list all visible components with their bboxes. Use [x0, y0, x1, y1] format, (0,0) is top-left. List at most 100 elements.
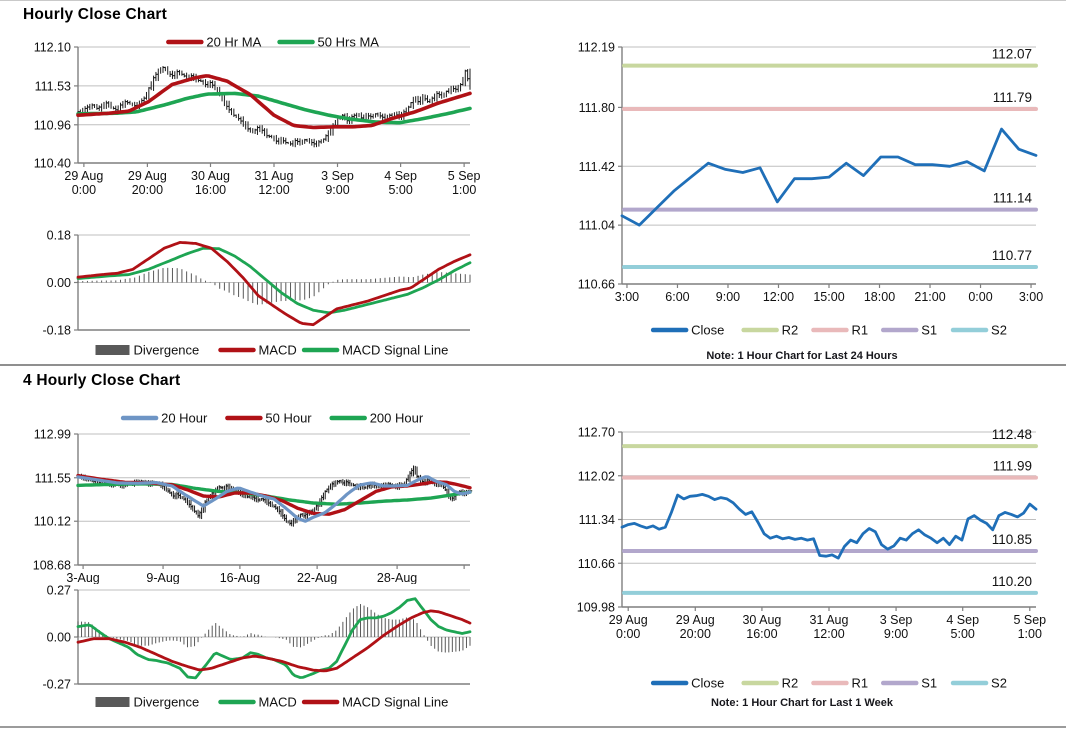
- svg-text:MACD: MACD: [259, 343, 297, 358]
- svg-text:0.18: 0.18: [47, 229, 71, 243]
- svg-text:3:00: 3:00: [1019, 290, 1043, 304]
- svg-text:110.40: 110.40: [34, 157, 71, 171]
- svg-text:-0.18: -0.18: [43, 324, 72, 338]
- hourly-chart-note: Note: 1 Hour Chart for Last 24 Hours: [706, 350, 898, 362]
- svg-text:20 Hour: 20 Hour: [161, 411, 208, 426]
- svg-text:110.85: 110.85: [992, 532, 1032, 547]
- svg-text:110.20: 110.20: [992, 574, 1032, 589]
- svg-text:9:00: 9:00: [716, 290, 740, 304]
- svg-text:3-Aug: 3-Aug: [66, 571, 99, 584]
- svg-text:1:00: 1:00: [452, 183, 476, 197]
- svg-text:0.27: 0.27: [47, 584, 71, 598]
- svg-text:50 Hour: 50 Hour: [265, 411, 312, 426]
- svg-text:1:00: 1:00: [1018, 627, 1042, 641]
- svg-text:Divergence: Divergence: [134, 695, 200, 710]
- section-divider: [0, 364, 1066, 366]
- weekly-support-resistance-chart: 112.70 112.02 111.34 110.66 109.98 29 Aug 0:00…: [538, 402, 1066, 712]
- svg-text:-0.27: -0.27: [43, 678, 72, 692]
- svg-text:12:00: 12:00: [813, 627, 844, 641]
- four-hourly-price-chart: 112.99 111.55 110.12 108.68 3-Aug 9-Aug 16-Aug…: [28, 396, 510, 584]
- svg-text:6:00: 6:00: [665, 290, 689, 304]
- svg-text:0.00: 0.00: [47, 276, 71, 290]
- hourly-support-resistance-chart: 112.19 111.80 111.42 111.04 110.66 3:00 6:00 9:…: [538, 30, 1066, 365]
- svg-text:111.99: 111.99: [993, 459, 1032, 474]
- svg-text:4 Sep: 4 Sep: [946, 613, 979, 627]
- svg-text:9:00: 9:00: [325, 183, 349, 197]
- svg-text:112.02: 112.02: [578, 469, 615, 483]
- svg-text:0:00: 0:00: [616, 627, 640, 641]
- four-hourly-price-canvas: 112.99 111.55 110.12 108.683-Aug 9-Aug 16-Aug…: [33, 411, 473, 584]
- svg-text:3 Sep: 3 Sep: [321, 169, 354, 183]
- svg-text:9:00: 9:00: [884, 627, 908, 641]
- svg-text:0:00: 0:00: [72, 183, 96, 197]
- svg-text:111.53: 111.53: [35, 79, 71, 93]
- svg-text:S1: S1: [921, 323, 937, 338]
- svg-text:MACD Signal Line: MACD Signal Line: [342, 343, 448, 358]
- svg-text:20 Hr MA: 20 Hr MA: [206, 35, 261, 50]
- svg-text:112.19: 112.19: [578, 41, 615, 55]
- svg-text:5 Sep: 5 Sep: [448, 169, 481, 183]
- svg-text:29 Aug: 29 Aug: [676, 613, 715, 627]
- svg-text:29 Aug: 29 Aug: [128, 169, 167, 183]
- svg-text:R2: R2: [782, 676, 799, 691]
- svg-text:Close: Close: [691, 676, 724, 691]
- svg-text:110.66: 110.66: [578, 278, 615, 292]
- svg-text:5 Sep: 5 Sep: [1013, 613, 1046, 627]
- svg-text:20:00: 20:00: [680, 627, 711, 641]
- svg-text:111.80: 111.80: [579, 101, 615, 115]
- hourly-support-resistance-canvas: 112.19 111.80 111.42 111.04 110.66 3:00 6:00 9:…: [578, 41, 1044, 338]
- svg-text:5:00: 5:00: [388, 183, 412, 197]
- svg-text:16:00: 16:00: [195, 183, 226, 197]
- svg-text:31 Aug: 31 Aug: [255, 169, 294, 183]
- svg-text:111.79: 111.79: [993, 90, 1032, 105]
- svg-text:R2: R2: [782, 323, 799, 338]
- svg-text:5:00: 5:00: [951, 627, 975, 641]
- hourly-section-title: Hourly Close Chart: [23, 6, 167, 23]
- svg-text:28-Aug: 28-Aug: [377, 571, 417, 584]
- svg-text:16:00: 16:00: [746, 627, 777, 641]
- svg-text:18:00: 18:00: [864, 290, 895, 304]
- svg-text:29 Aug: 29 Aug: [609, 613, 648, 627]
- svg-text:S1: S1: [921, 676, 937, 691]
- svg-text:R1: R1: [851, 323, 868, 338]
- bottom-divider: [0, 726, 1066, 728]
- hourly-price-chart: 112.10 111.53 110.96 110.40 29 Aug 0:00 29 Aug…: [28, 30, 510, 210]
- four-hourly-macd-canvas: 0.27 0.00 -0.27 Divergence MACD MACD Signal L…: [43, 584, 472, 710]
- svg-text:110.12: 110.12: [34, 515, 71, 529]
- svg-text:S2: S2: [991, 676, 1007, 691]
- svg-text:111.42: 111.42: [579, 160, 615, 174]
- svg-text:110.77: 110.77: [992, 248, 1032, 263]
- svg-text:112.07: 112.07: [992, 47, 1032, 62]
- svg-text:111.04: 111.04: [579, 219, 615, 233]
- svg-text:110.96: 110.96: [34, 118, 71, 132]
- svg-text:MACD: MACD: [259, 695, 297, 710]
- svg-text:R1: R1: [851, 676, 868, 691]
- svg-text:20:00: 20:00: [132, 183, 163, 197]
- top-divider: [0, 0, 1066, 1]
- svg-text:16-Aug: 16-Aug: [220, 571, 260, 584]
- svg-text:111.55: 111.55: [35, 471, 71, 485]
- svg-text:0:00: 0:00: [968, 290, 992, 304]
- svg-text:50 Hrs MA: 50 Hrs MA: [318, 35, 380, 50]
- svg-text:30 Aug: 30 Aug: [742, 613, 781, 627]
- svg-text:30 Aug: 30 Aug: [191, 169, 230, 183]
- svg-text:112.48: 112.48: [992, 427, 1032, 442]
- svg-text:0.00: 0.00: [47, 631, 71, 645]
- svg-text:MACD Signal Line: MACD Signal Line: [342, 695, 448, 710]
- hourly-macd-chart: 0.18 0.00 -0.18 Divergence MACD MACD Signal L…: [28, 222, 510, 365]
- svg-text:15:00: 15:00: [813, 290, 844, 304]
- svg-text:112.10: 112.10: [34, 41, 71, 55]
- svg-text:112.99: 112.99: [34, 428, 71, 442]
- svg-text:109.98: 109.98: [577, 601, 615, 615]
- svg-text:22-Aug: 22-Aug: [297, 571, 337, 584]
- svg-text:4 Sep: 4 Sep: [384, 169, 417, 183]
- svg-text:Close: Close: [691, 323, 724, 338]
- svg-text:108.68: 108.68: [33, 559, 71, 573]
- hourly-macd-canvas: 0.18 0.00 -0.18 Divergence MACD MACD Signal L…: [43, 229, 472, 358]
- svg-text:3 Sep: 3 Sep: [880, 613, 913, 627]
- svg-text:110.66: 110.66: [578, 557, 615, 571]
- svg-text:31 Aug: 31 Aug: [810, 613, 849, 627]
- svg-text:12:00: 12:00: [763, 290, 794, 304]
- svg-text:112.70: 112.70: [578, 426, 615, 440]
